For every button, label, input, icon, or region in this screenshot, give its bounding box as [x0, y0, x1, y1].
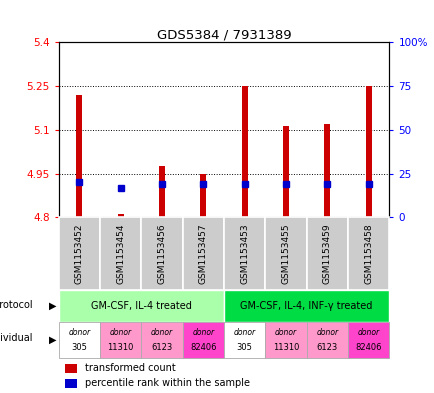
Bar: [224, 322, 265, 358]
Text: 6123: 6123: [316, 343, 337, 352]
Text: individual: individual: [0, 333, 32, 343]
Text: GM-CSF, IL-4 treated: GM-CSF, IL-4 treated: [91, 301, 191, 311]
Bar: [323, 124, 330, 217]
Text: 6123: 6123: [151, 343, 172, 352]
Bar: [76, 95, 82, 217]
Text: donor: donor: [274, 328, 296, 337]
Text: 82406: 82406: [190, 343, 216, 352]
Text: GSM1153458: GSM1153458: [363, 223, 372, 284]
Bar: [141, 217, 182, 290]
Title: GDS5384 / 7931389: GDS5384 / 7931389: [156, 28, 291, 41]
Text: GSM1153453: GSM1153453: [240, 223, 249, 284]
Text: GSM1153452: GSM1153452: [75, 224, 84, 284]
Text: donor: donor: [109, 328, 132, 337]
Bar: [241, 86, 247, 217]
Bar: [59, 217, 100, 290]
Text: GSM1153454: GSM1153454: [116, 224, 125, 284]
Bar: [365, 86, 371, 217]
Bar: [282, 125, 289, 217]
Text: 82406: 82406: [355, 343, 381, 352]
Text: 11310: 11310: [107, 343, 134, 352]
Bar: [100, 322, 141, 358]
Text: ▶: ▶: [49, 301, 57, 311]
Bar: [65, 379, 77, 388]
Text: GSM1153457: GSM1153457: [198, 223, 207, 284]
Bar: [200, 174, 206, 217]
Text: donor: donor: [233, 328, 255, 337]
Text: donor: donor: [316, 328, 338, 337]
Bar: [224, 217, 265, 290]
Text: ▶: ▶: [49, 335, 57, 345]
Text: GM-CSF, IL-4, INF-γ treated: GM-CSF, IL-4, INF-γ treated: [240, 301, 372, 311]
Text: GSM1153459: GSM1153459: [322, 223, 331, 284]
Text: protocol: protocol: [0, 299, 32, 310]
Text: percentile rank within the sample: percentile rank within the sample: [85, 378, 250, 389]
Bar: [347, 217, 388, 290]
Text: 11310: 11310: [272, 343, 299, 352]
Bar: [224, 290, 388, 322]
Text: donor: donor: [192, 328, 214, 337]
Bar: [182, 217, 224, 290]
Bar: [59, 322, 100, 358]
Text: GSM1153456: GSM1153456: [157, 223, 166, 284]
Text: donor: donor: [357, 328, 379, 337]
Bar: [306, 322, 347, 358]
Bar: [117, 215, 124, 217]
Bar: [265, 322, 306, 358]
Bar: [141, 322, 182, 358]
Text: GSM1153455: GSM1153455: [281, 223, 290, 284]
Text: 305: 305: [236, 343, 252, 352]
Bar: [59, 290, 224, 322]
Text: donor: donor: [68, 328, 90, 337]
Bar: [65, 364, 77, 373]
Bar: [347, 322, 388, 358]
Text: 305: 305: [71, 343, 87, 352]
Text: donor: donor: [151, 328, 173, 337]
Bar: [100, 217, 141, 290]
Bar: [158, 166, 165, 217]
Bar: [306, 217, 347, 290]
Bar: [265, 217, 306, 290]
Text: transformed count: transformed count: [85, 364, 175, 373]
Bar: [182, 322, 224, 358]
